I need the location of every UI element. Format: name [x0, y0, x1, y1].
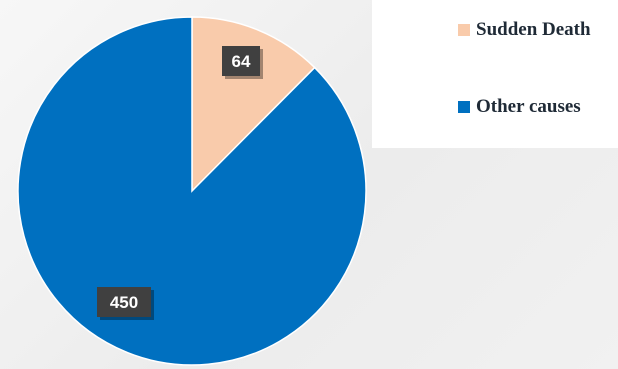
data-label-sudden-death: 64	[222, 46, 263, 79]
data-label-other-causes: 450	[97, 287, 154, 320]
legend-swatch-other-causes	[458, 101, 470, 113]
pie-slice-other-causes	[17, 16, 367, 366]
data-label-text-other-causes: 450	[110, 293, 138, 312]
legend-label-other-causes: Other causes	[476, 96, 581, 117]
legend-swatch-sudden-death	[458, 24, 470, 36]
legend-panel	[372, 0, 618, 148]
legend-label-sudden-death: Sudden Death	[476, 19, 591, 40]
data-label-text-sudden-death: 64	[232, 52, 251, 71]
legend-item-sudden-death: Sudden Death	[458, 19, 591, 41]
legend-item-other-causes: Other causes	[458, 96, 581, 118]
